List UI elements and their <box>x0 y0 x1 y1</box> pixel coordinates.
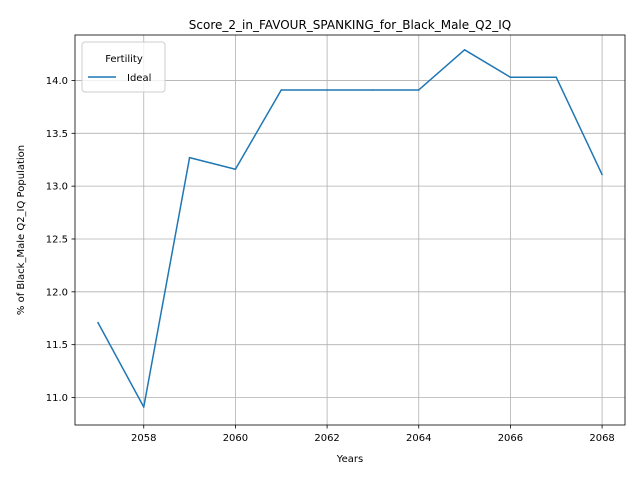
data-point <box>463 49 466 51</box>
x-tick-label: 2060 <box>223 433 248 444</box>
legend-box <box>81 41 166 93</box>
data-point <box>97 321 99 324</box>
series-line-ideal <box>97 49 603 408</box>
data-point <box>555 76 557 79</box>
plot-frame <box>74 34 626 426</box>
grid-layer <box>75 35 625 425</box>
series-layer <box>97 49 603 408</box>
y-axis-title: % of Black_Male Q2_IQ Population <box>16 145 27 315</box>
data-point <box>234 168 237 170</box>
legend-title: Fertility <box>105 54 143 65</box>
y-tick-label: 13.0 <box>46 182 68 193</box>
x-tick-label: 2064 <box>406 433 431 444</box>
y-tick-label: 12.5 <box>46 234 68 245</box>
x-tick-label: 2058 <box>131 433 156 444</box>
x-axis-title: Years <box>336 454 363 465</box>
y-tick-label: 13.5 <box>46 129 68 140</box>
data-point <box>326 89 328 91</box>
x-tick-label: 2068 <box>589 433 614 444</box>
data-point <box>280 89 282 91</box>
y-tick-label: 12.0 <box>46 287 68 298</box>
x-tick-label: 2062 <box>314 433 339 444</box>
data-point <box>418 89 420 91</box>
legend-label-ideal: Ideal <box>127 73 151 84</box>
data-point <box>372 89 374 91</box>
y-tick-label: 14.0 <box>46 76 68 87</box>
tick-layer: 2058 2060 2062 2064 2066 2068 11.0 11.5 12.0 12.5… <box>46 76 615 444</box>
data-point <box>143 406 145 408</box>
data-point <box>509 76 512 79</box>
legend: Fertility Ideal <box>81 41 166 93</box>
data-point <box>601 173 603 176</box>
y-tick-label: 11.0 <box>46 393 68 404</box>
data-point <box>188 156 191 159</box>
chart-title: Score_2_in_FAVOUR_SPANKING_for_Black_Mal… <box>189 18 511 32</box>
y-tick-label: 11.5 <box>46 340 68 351</box>
x-tick-label: 2066 <box>498 433 523 444</box>
